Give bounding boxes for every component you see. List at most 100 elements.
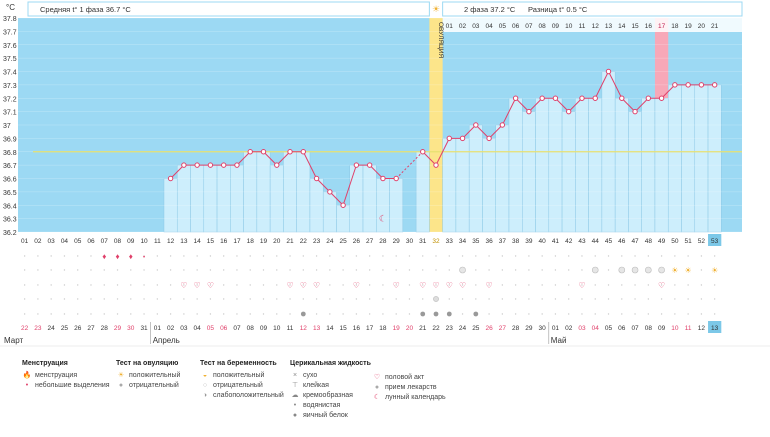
grid-dot <box>687 255 689 257</box>
grid-dot <box>183 313 185 315</box>
grid-dot <box>528 313 530 315</box>
calendar-date: 24 <box>48 325 56 332</box>
x-tick-label: 05 <box>74 238 82 245</box>
y-tick-label: 37 <box>3 123 11 130</box>
grid-dot <box>169 269 172 271</box>
grid-dot <box>209 255 212 257</box>
grid-dot <box>302 298 305 300</box>
drop-icon: • <box>25 381 29 389</box>
area-column <box>681 84 696 233</box>
top-day-label: 18 <box>671 23 679 30</box>
grid-dot <box>37 313 39 315</box>
heart-icon: ♡ <box>313 281 320 290</box>
grid-dot <box>435 284 437 286</box>
grid-dot <box>37 284 39 286</box>
legend-item: отрицательный <box>129 381 179 389</box>
grid-dot <box>209 313 212 315</box>
x-tick-label: 32 <box>432 238 440 245</box>
grid-dot <box>143 284 145 286</box>
grid-dot <box>329 284 331 286</box>
x-tick-label: 46 <box>618 238 626 245</box>
grid-dot <box>222 298 225 300</box>
calendar-date: 05 <box>605 325 613 332</box>
grid-dot <box>422 269 424 271</box>
x-tick-label: 14 <box>194 238 202 245</box>
grid-dot <box>23 284 26 286</box>
legend-menstruation: Менструация 🔥 менструация • небольшие выде… <box>22 360 110 390</box>
calendar-date: 07 <box>233 325 241 332</box>
grid-dot <box>276 313 278 315</box>
y-tick-label: 37.7 <box>3 29 17 36</box>
legend-item: небольшие выделения <box>35 381 110 389</box>
sticky-icon: ⊤ <box>291 382 299 389</box>
x-tick-label: 02 <box>34 238 42 245</box>
grid-dot <box>355 298 358 300</box>
grid-dot <box>315 284 318 286</box>
grid-dot <box>183 298 185 300</box>
calendar-date: 29 <box>114 325 122 332</box>
temperature-line <box>422 151 437 166</box>
moon-icon: ☾ <box>379 214 387 224</box>
y-tick-label: 36.9 <box>3 136 17 143</box>
calendar-date: 30 <box>127 325 135 332</box>
x-tick-label: 47 <box>631 238 639 245</box>
grid-dot <box>103 313 105 315</box>
grid-dot <box>488 284 490 286</box>
x-tick-label: 27 <box>366 238 374 245</box>
data-point <box>234 162 240 168</box>
grid-dot <box>342 255 344 257</box>
data-point <box>632 108 638 115</box>
calendar-date: 04 <box>592 325 600 332</box>
grid-dot <box>315 298 318 300</box>
test-negative-icon: ○ <box>202 381 208 389</box>
temperature-line <box>369 164 384 179</box>
data-point <box>672 82 678 88</box>
grid-dot <box>554 313 557 315</box>
grid-dot <box>236 284 238 286</box>
data-point <box>327 189 333 195</box>
x-tick-label: 21 <box>286 238 294 245</box>
grid-dot <box>236 298 238 300</box>
calendar-date: 15 <box>339 325 347 332</box>
area-column <box>667 84 682 233</box>
x-tick-label: 04 <box>61 238 69 245</box>
mucus-icon <box>433 311 439 317</box>
top-day-label: 13 <box>605 23 613 30</box>
grid-dot <box>422 255 424 257</box>
grid-dot <box>103 255 105 257</box>
legend-item: отрицательный <box>213 381 263 389</box>
data-point <box>274 162 280 168</box>
top-day-label: 16 <box>645 23 653 30</box>
top-day-strip <box>442 18 742 32</box>
grid-dot <box>368 298 371 300</box>
grid-dot <box>660 284 663 286</box>
grid-dot <box>50 313 52 315</box>
grid-dot <box>713 255 716 257</box>
heart-icon: ♡ <box>459 281 466 290</box>
grid-dot <box>63 255 66 257</box>
top-day-label: 11 <box>579 23 586 30</box>
watery-icon: • <box>293 401 297 409</box>
grid-dot <box>488 313 490 315</box>
area-column <box>707 84 722 233</box>
x-tick-label: 11 <box>154 238 161 245</box>
data-point <box>247 149 253 155</box>
area-column <box>269 164 284 233</box>
grid-dot <box>435 269 437 271</box>
legend-cervical-fluid: Церикальная жидкость × сухо ⊤ клейкая ☁ кре… <box>290 360 371 420</box>
top-day-label: 15 <box>631 23 639 30</box>
grid-dot <box>368 269 371 271</box>
phase1-label: Средняя t° 1 фаза 36.7 °C <box>40 5 131 14</box>
area-column <box>522 111 536 233</box>
grid-dot <box>116 255 119 257</box>
x-tick-label: 44 <box>592 238 600 245</box>
grid-dot <box>63 313 66 315</box>
grid-dot <box>289 284 291 286</box>
grid-dot <box>63 284 66 286</box>
heart-icon: ♡ <box>432 281 439 290</box>
data-point <box>645 95 652 101</box>
heart-icon: ♡ <box>300 281 307 290</box>
data-point <box>287 149 293 155</box>
ovulation-column <box>429 18 443 232</box>
grid-dot <box>196 255 198 257</box>
